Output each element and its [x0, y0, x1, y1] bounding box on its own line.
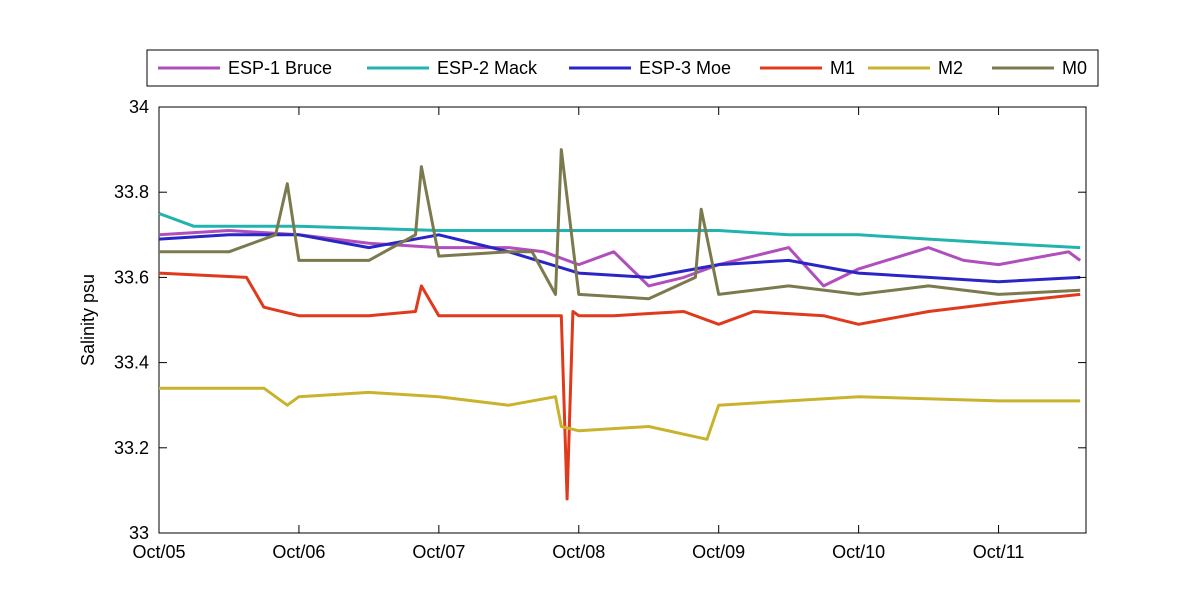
x-tick-label: Oct/05: [132, 542, 185, 562]
legend-item: M0: [992, 58, 1087, 78]
x-tick-label: Oct/10: [832, 542, 885, 562]
legend-item: M1: [760, 58, 855, 78]
legend: ESP-1 Bruce ESP-2 Mack ESP-3 Moe M1 M2 M0: [146, 49, 1099, 87]
series-layer: [158, 148, 1082, 501]
series-line-esp-3-moe: [158, 233, 1081, 284]
x-tick-label: Oct/09: [692, 542, 745, 562]
y-tick-label: 33.8: [114, 182, 149, 202]
x-tick-label: Oct/11: [973, 542, 1025, 562]
legend-label: M1: [830, 58, 855, 78]
y-tick-label: 33: [129, 523, 149, 543]
legend-item: ESP-1 Bruce: [158, 58, 332, 78]
legend-item: M2: [868, 58, 963, 78]
legend-label: ESP-2 Mack: [437, 58, 538, 78]
x-tick-label: Oct/08: [552, 542, 605, 562]
series-line-m2: [159, 386, 1081, 441]
series-line-m0: [159, 148, 1081, 301]
y-tick-label: 33.4: [114, 353, 149, 373]
y-axis-label: Salinity psu: [78, 274, 98, 366]
series-line-m1: [158, 271, 1081, 501]
legend-item: ESP-2 Mack: [367, 58, 538, 78]
ticks-layer: Oct/05 Oct/06 Oct/07 Oct/08 Oct/09 Oct/10 Oct/…: [114, 97, 1086, 562]
x-tick-label: Oct/06: [272, 542, 325, 562]
series-line-esp-2-mack: [158, 212, 1081, 250]
plot-area: [158, 106, 1087, 534]
y-tick-label: 33.2: [114, 438, 149, 458]
y-tick-label: 34: [129, 97, 149, 117]
y-tick-label: 33.6: [114, 267, 149, 287]
legend-label: ESP-3 Moe: [639, 58, 731, 78]
legend-label: M0: [1062, 58, 1087, 78]
legend-item: ESP-3 Moe: [569, 58, 731, 78]
legend-label: ESP-1 Bruce: [228, 58, 332, 78]
x-tick-label: Oct/07: [412, 542, 465, 562]
legend-label: M2: [938, 58, 963, 78]
